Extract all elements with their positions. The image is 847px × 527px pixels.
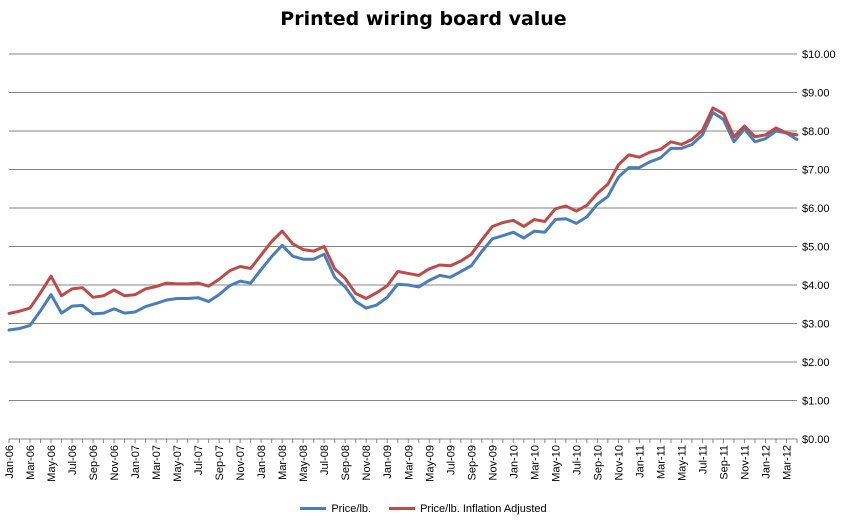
x-tick-label: Jul-11 (697, 445, 709, 474)
x-tick-label: Mar-10 (529, 445, 541, 480)
legend: Price/lb. Price/lb. Inflation Adjusted (0, 501, 847, 515)
y-tick-label: $5.00 (802, 242, 830, 254)
x-tick-label: May-08 (298, 445, 310, 482)
x-tick-label: Mar-09 (403, 445, 415, 480)
legend-swatch (389, 507, 416, 510)
x-tick-label: Nov-11 (739, 445, 751, 480)
x-tick-label: Jan-10 (508, 445, 520, 479)
x-tick-label: Jul-10 (571, 445, 583, 475)
x-tick-label: May-09 (424, 445, 436, 482)
x-tick-label: Nov-07 (235, 445, 247, 480)
x-tick-label: May-06 (46, 445, 58, 482)
x-tick-label: Mar-07 (151, 445, 163, 480)
x-tick-label: Jan-07 (130, 445, 142, 479)
x-tick-label: Jul-06 (67, 445, 79, 475)
y-tick-label: $0.00 (802, 434, 830, 446)
x-tick-label: Jan-11 (634, 445, 646, 478)
x-tick-label: Jul-07 (193, 445, 205, 475)
y-tick-label: $2.00 (802, 357, 830, 369)
x-tick-label: Nov-09 (487, 445, 499, 480)
x-axis-tick-labels: Jan-06 Mar-06 May-06 Jul-06 Sep-06 Nov-06 Jan-… (4, 445, 793, 482)
y-tick-label: $4.00 (802, 280, 830, 292)
gridlines (9, 53, 797, 440)
legend-item: Price/lb. Inflation Adjusted (389, 503, 547, 515)
y-tick-label: $7.00 (802, 165, 830, 177)
x-tick-label: Sep-06 (88, 445, 100, 480)
x-tick-label: May-10 (550, 445, 562, 482)
x-tick-label: May-07 (172, 445, 184, 482)
chart-title: Printed wiring board value (280, 8, 567, 30)
y-tick-label: $9.00 (802, 88, 830, 100)
series-lines (7, 106, 799, 332)
x-tick-label: May-11 (676, 445, 688, 481)
x-tick-label: Jan-12 (760, 445, 772, 479)
x-tick-label: Nov-06 (109, 445, 121, 480)
x-tick-label: Jan-08 (256, 445, 268, 479)
x-tick-label: Mar-11 (655, 445, 667, 479)
y-tick-label: $1.00 (802, 396, 830, 408)
x-axis (8, 439, 798, 443)
y-tick-label: $3.00 (802, 319, 830, 331)
legend-swatch (300, 507, 327, 510)
x-tick-label: Sep-07 (214, 445, 226, 480)
x-tick-label: Sep-08 (340, 445, 352, 480)
legend-label: Price/lb. (331, 502, 372, 515)
x-tick-label: Sep-09 (466, 445, 478, 480)
y-tick-label: $10.00 (802, 49, 836, 61)
x-tick-label: Mar-08 (277, 445, 289, 480)
x-tick-label: Sep-10 (592, 445, 604, 480)
x-tick-label: Nov-08 (361, 445, 373, 480)
x-tick-label: Jul-09 (445, 445, 457, 475)
x-tick-label: Mar-06 (25, 445, 37, 480)
x-tick-label: Nov-10 (613, 445, 625, 480)
series-line-1 (7, 111, 799, 332)
x-tick-label: Jul-08 (319, 445, 331, 475)
y-axis-tick-labels: $0.00 $1.00 $2.00 $3.00 $4.00 $5.00 $6.00 $7.00… (802, 49, 836, 446)
legend-item: Price/lb. (300, 503, 371, 515)
x-tick-label: Mar-12 (781, 445, 793, 480)
legend-label: Price/lb. Inflation Adjusted (420, 502, 547, 515)
x-tick-label: Jan-06 (4, 445, 16, 479)
series-line-2 (7, 106, 799, 315)
x-tick-label: Sep-11 (718, 445, 730, 480)
x-tick-label: Jan-09 (382, 445, 394, 479)
y-tick-label: $6.00 (802, 203, 830, 215)
y-tick-label: $8.00 (802, 126, 830, 138)
